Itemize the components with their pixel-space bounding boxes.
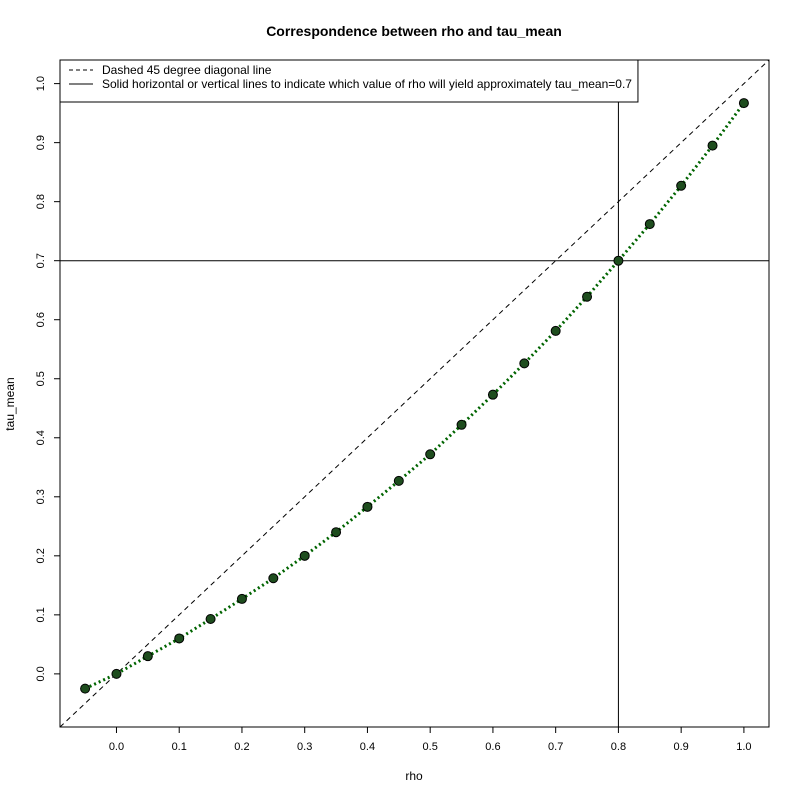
data-point bbox=[738, 98, 749, 109]
data-point bbox=[393, 475, 404, 486]
data-point bbox=[236, 593, 247, 604]
x-tick-label: 0.4 bbox=[360, 741, 375, 753]
data-point bbox=[519, 358, 530, 369]
x-tick-label: 0.0 bbox=[109, 741, 124, 753]
data-point bbox=[550, 325, 561, 336]
y-tick-label: 0.9 bbox=[35, 135, 47, 150]
x-tick-label: 0.1 bbox=[172, 741, 187, 753]
chart-title: Correspondence between rho and tau_mean bbox=[266, 23, 562, 39]
y-tick-label: 0.8 bbox=[35, 194, 47, 209]
data-point bbox=[362, 501, 373, 512]
diagonal-reference-line bbox=[60, 60, 769, 727]
y-axis-label: tau_mean bbox=[3, 377, 17, 430]
x-tick-label: 0.5 bbox=[423, 741, 438, 753]
data-point bbox=[142, 651, 153, 662]
x-tick-label: 0.2 bbox=[234, 741, 249, 753]
x-tick-label: 0.8 bbox=[611, 741, 626, 753]
y-tick-label: 0.2 bbox=[35, 548, 47, 563]
x-tick-label: 0.3 bbox=[297, 741, 312, 753]
y-tick-label: 0.1 bbox=[35, 607, 47, 622]
x-tick-label: 0.7 bbox=[548, 741, 563, 753]
data-point bbox=[331, 527, 342, 538]
series-line-0 bbox=[84, 102, 746, 690]
data-point bbox=[205, 613, 216, 624]
legend-label: Solid horizontal or vertical lines to in… bbox=[102, 77, 632, 91]
data-point bbox=[174, 633, 185, 644]
y-tick-label: 0.5 bbox=[35, 371, 47, 386]
legend-box bbox=[59, 59, 639, 103]
data-point bbox=[80, 683, 91, 694]
x-tick-label: 0.6 bbox=[485, 741, 500, 753]
data-point bbox=[111, 668, 122, 679]
y-tick-label: 0.6 bbox=[35, 312, 47, 327]
data-point bbox=[456, 419, 467, 430]
axes: 0.0 0.1 0.2 0.3 0.4 0.5 0.6 0.7 0.8 0.9 1.0 0.0 0.1 0… bbox=[35, 76, 752, 753]
data-point bbox=[487, 389, 498, 400]
y-tick-label: 0.4 bbox=[35, 430, 47, 445]
data-point bbox=[707, 140, 718, 151]
y-tick-label: 1.0 bbox=[35, 76, 47, 91]
y-tick-label: 0.0 bbox=[35, 666, 47, 681]
data-point bbox=[644, 219, 655, 230]
data-point bbox=[613, 255, 624, 266]
data-point bbox=[299, 550, 310, 561]
legend-label: Dashed 45 degree diagonal line bbox=[102, 63, 272, 77]
data-point bbox=[582, 291, 593, 302]
x-tick-label: 0.9 bbox=[674, 741, 689, 753]
data-point bbox=[268, 573, 279, 584]
data-point bbox=[676, 180, 687, 191]
x-axis-label: rho bbox=[405, 769, 423, 783]
plot-area bbox=[60, 60, 769, 727]
y-tick-label: 0.3 bbox=[35, 489, 47, 504]
data-point bbox=[425, 449, 436, 460]
x-tick-label: 1.0 bbox=[736, 741, 751, 753]
y-tick-label: 0.7 bbox=[35, 253, 47, 268]
